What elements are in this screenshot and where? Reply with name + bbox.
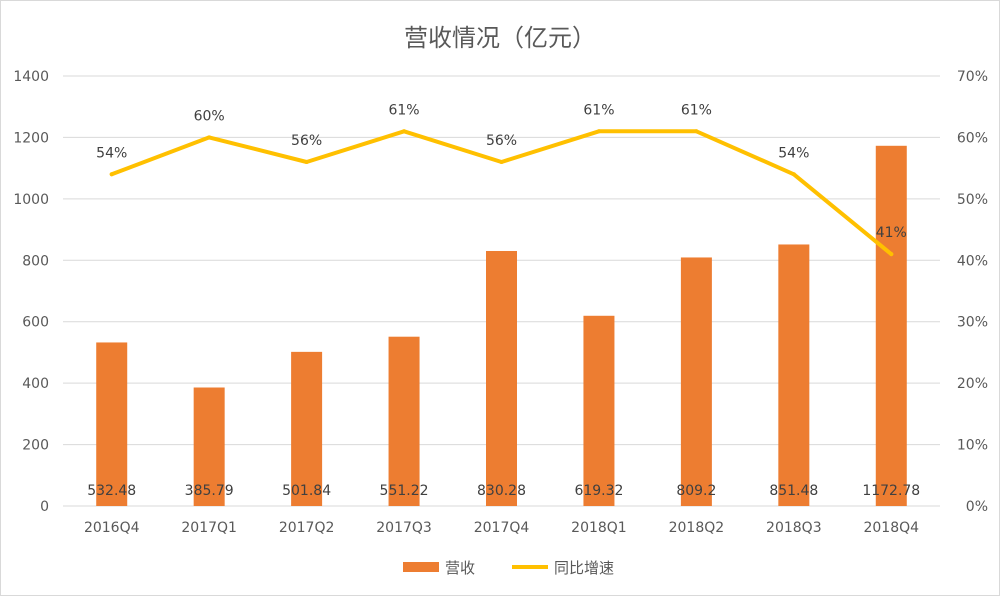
x-tick-label: 2018Q3 — [766, 520, 822, 536]
growth-point — [694, 129, 699, 134]
bar — [96, 342, 128, 506]
bar-value-label: 551.22 — [380, 483, 429, 499]
y-right-tick-label: 20% — [957, 376, 988, 392]
x-tick-label: 2017Q4 — [474, 520, 530, 536]
growth-point — [596, 129, 601, 134]
y-left-tick-label: 800 — [22, 253, 49, 269]
growth-point — [304, 160, 309, 164]
growth-point — [109, 172, 114, 177]
bar — [193, 387, 225, 506]
y-right-tick-label: 50% — [957, 192, 988, 208]
bar — [486, 250, 517, 506]
y-left-tick-label: 200 — [22, 438, 49, 454]
legend-label-revenue: 营收 — [445, 558, 476, 577]
y-right-tick-label: 10% — [957, 438, 988, 454]
growth-value-label: 56% — [486, 133, 517, 149]
growth-point — [402, 129, 407, 134]
bar — [388, 336, 420, 506]
bar-value-label: 619.32 — [574, 483, 623, 499]
x-tick-label: 2017Q1 — [181, 520, 237, 536]
y-left-tick-label: 1000 — [13, 192, 49, 208]
bar-value-label: 1172.78 — [862, 483, 920, 499]
legend-swatch-revenue — [403, 562, 439, 572]
x-tick-label: 2017Q2 — [279, 520, 335, 536]
growth-value-label: 61% — [388, 102, 419, 118]
bar-value-label: 851.48 — [769, 483, 818, 499]
growth-point — [889, 252, 894, 257]
bar — [875, 145, 907, 506]
growth-value-label: 56% — [291, 133, 322, 149]
x-tick-label: 2018Q1 — [571, 520, 627, 536]
x-tick-label: 2016Q4 — [84, 520, 140, 536]
y-right-tick-label: 40% — [957, 253, 988, 269]
growth-point — [499, 160, 504, 164]
legend-swatch-growth — [512, 565, 548, 569]
legend: 营收 同比增速 — [0, 556, 1000, 578]
x-tick-label: 2018Q2 — [669, 520, 725, 536]
x-tick-label: 2017Q3 — [376, 520, 432, 536]
bar-value-label: 385.79 — [185, 483, 234, 499]
growth-value-label: 60% — [194, 108, 225, 124]
bar-value-label: 501.84 — [282, 483, 331, 499]
legend-item-revenue: 营收 — [403, 556, 475, 578]
legend-label-growth: 同比增速 — [554, 558, 615, 577]
growth-point — [791, 172, 796, 177]
bar — [680, 257, 712, 506]
x-tick-label: 2018Q4 — [863, 520, 919, 536]
y-left-tick-label: 0 — [40, 499, 49, 515]
legend-item-growth: 同比增速 — [512, 556, 614, 578]
bar-value-label: 532.48 — [87, 483, 136, 499]
bar — [778, 244, 810, 506]
growth-value-label: 61% — [681, 102, 712, 118]
y-right-tick-label: 70% — [957, 69, 988, 85]
growth-line — [109, 129, 894, 257]
y-left-tick-label: 600 — [22, 315, 49, 331]
y-right-tick-label: 0% — [966, 499, 988, 515]
growth-value-label: 54% — [96, 145, 127, 161]
growth-value-label: 61% — [583, 102, 614, 118]
bar-value-label: 809.2 — [676, 483, 716, 499]
y-left-tick-label: 400 — [22, 376, 49, 392]
y-left-tick-label: 1400 — [13, 69, 49, 85]
growth-value-label: 54% — [778, 145, 809, 161]
growth-point — [207, 135, 212, 140]
y-right-tick-label: 60% — [957, 130, 988, 146]
bar — [583, 315, 615, 506]
bar — [291, 351, 323, 506]
growth-value-label: 41% — [876, 225, 907, 241]
y-left-tick-label: 1200 — [13, 130, 49, 146]
bar-value-label: 830.28 — [477, 483, 526, 499]
chart-title: 营收情况（亿元） — [404, 24, 596, 52]
y-right-tick-label: 30% — [957, 315, 988, 331]
